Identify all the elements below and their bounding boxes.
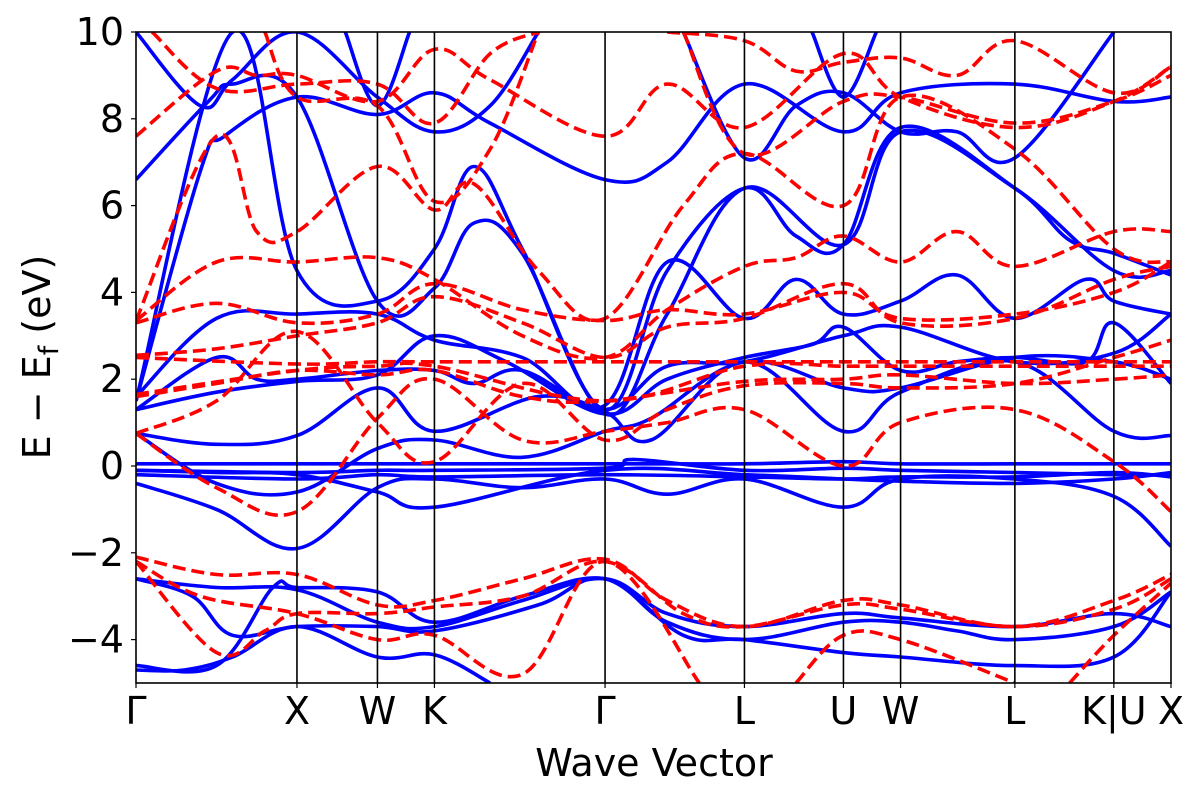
spin-down-band-13 bbox=[136, 93, 1171, 323]
spin-up-band-2 bbox=[136, 576, 1171, 669]
y-tick-label: 8 bbox=[100, 97, 124, 141]
x-axis-ticks: Γ X W K Γ L U W L K|U X bbox=[125, 683, 1184, 734]
spin-down-band-3 bbox=[794, 629, 1016, 683]
y-tick-label: 4 bbox=[100, 270, 124, 314]
x-tick-label: X bbox=[284, 689, 310, 733]
x-tick-label: Γ bbox=[594, 689, 615, 733]
x-tick-label: X bbox=[1158, 689, 1184, 733]
x-tick-label: W bbox=[359, 689, 397, 733]
y-tick-label: 2 bbox=[100, 357, 124, 401]
spin-up-band-14 bbox=[136, 81, 1171, 402]
y-tick-label: 0 bbox=[100, 444, 124, 488]
high-symmetry-lines bbox=[296, 32, 1115, 683]
y-axis-title: E − Ef (eV) bbox=[15, 255, 65, 460]
spin-up-band-5 bbox=[136, 459, 1171, 466]
x-tick-label: Γ bbox=[125, 689, 146, 733]
y-axis-title-unit: (eV) bbox=[15, 255, 59, 346]
x-tick-label: K|U bbox=[1081, 689, 1147, 734]
y-tick-label: 10 bbox=[76, 10, 124, 54]
y-axis-ticks: −4 −2 0 2 4 6 8 10 bbox=[68, 10, 136, 662]
y-tick-label: −4 bbox=[68, 618, 124, 662]
x-tick-label: L bbox=[734, 689, 755, 733]
x-axis-title: Wave Vector bbox=[535, 741, 773, 785]
y-axis-title-sub: f bbox=[34, 344, 65, 355]
x-tick-label: K bbox=[422, 689, 448, 733]
spin-up-band-16 bbox=[136, 32, 1171, 412]
spin-up-band-7 bbox=[136, 470, 1171, 481]
spin-down-band-6 bbox=[136, 329, 1171, 465]
x-tick-label: U bbox=[830, 689, 858, 733]
plot-frame bbox=[135, 31, 1172, 684]
x-tick-label: L bbox=[1004, 689, 1025, 733]
y-tick-label: 6 bbox=[100, 184, 124, 228]
spin-down-band-9 bbox=[136, 355, 1171, 366]
spin-down-band-11 bbox=[136, 260, 1171, 326]
spin-down-band-12 bbox=[136, 227, 1171, 361]
spin-down-band-16 bbox=[666, 32, 1171, 96]
bands-layer bbox=[136, 32, 1171, 683]
spin-down-band-17 bbox=[263, 32, 541, 205]
spin-down-band-18 bbox=[681, 32, 1171, 158]
spin-down-band-10 bbox=[136, 264, 1171, 360]
spin-up-band-17 bbox=[136, 32, 540, 134]
spin-down-band-1 bbox=[136, 559, 1171, 658]
y-tick-label: −2 bbox=[68, 531, 124, 575]
y-axis-title-main: E − E bbox=[15, 355, 59, 459]
x-tick-label: W bbox=[882, 689, 920, 733]
spin-down-band-8 bbox=[136, 361, 1171, 403]
